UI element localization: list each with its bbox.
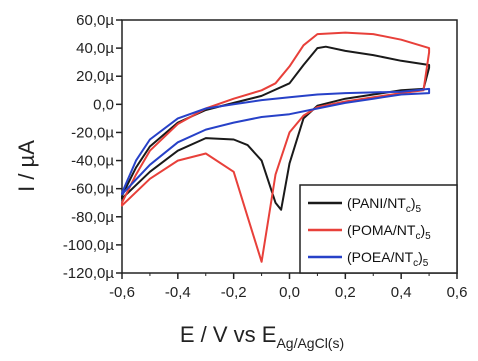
legend-label-3: (POEA/NTc)5 [347,249,429,269]
x-tick-label: -0,2 [221,284,247,301]
y-tick-label: 60,0µ [76,12,114,29]
series-line-2 [121,31,431,263]
axis-ticks: -0,6 -0,4 -0,2 0,0 0,2 0,4 0,6 60,0µ 40,0µ 20,0µ 0… [63,12,468,301]
x-tick-label: 0,2 [335,284,356,301]
x-tick-label: 0,4 [391,284,412,301]
legend-label-1: (PANI/NTc)5 [347,195,422,215]
series-line-3 [121,87,431,196]
y-tick-label: 0,0 [93,96,114,113]
y-tick-label: 40,0µ [76,40,114,57]
y-tick-label: -20,0µ [71,124,114,141]
x-axis-label-subscript: Ag/AgCl(s) [276,335,344,351]
x-tick-label: -0,6 [109,284,135,301]
x-tick-label: 0,0 [279,284,300,301]
y-tick-label: -120,0µ [63,265,115,282]
y-tick-label: -40,0µ [71,153,114,170]
y-tick-label: -80,0µ [71,209,114,226]
y-axis-label: I / µA [14,140,39,192]
x-axis-label-main: E / V vs E [180,322,277,347]
x-axis-label: E / V vs EAg/AgCl(s) [180,322,344,351]
series-layer [121,31,431,263]
x-tick-label: -0,4 [165,284,191,301]
legend: (PANI/NTc)5 (POMA/NTc)5 (POEA/NTc)5 [299,184,458,274]
y-tick-label: -60,0µ [71,181,114,198]
legend-label-2: (POMA/NTc)5 [347,222,431,242]
x-tick-label: 0,6 [447,284,468,301]
y-tick-label: 20,0µ [76,68,114,85]
y-tick-label: -100,0µ [63,237,115,254]
